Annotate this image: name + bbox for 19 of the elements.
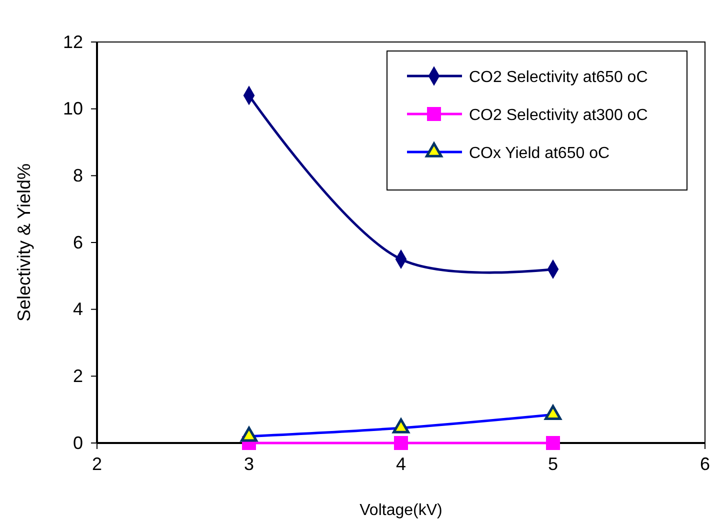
point — [546, 436, 560, 450]
x-tick-label: 3 — [244, 454, 254, 474]
legend-label: CO2 Selectivity at650 oC — [469, 69, 648, 86]
y-tick-label: 10 — [62, 98, 83, 119]
y-tick-label: 0 — [72, 432, 83, 453]
y-tick-label: 2 — [72, 366, 83, 386]
x-tick-label: 5 — [548, 454, 558, 474]
y-axis-title: Selectivity & Yield% — [14, 163, 34, 322]
y-tick-label: 8 — [72, 165, 83, 186]
x-axis-title: Voltage(kV) — [360, 502, 442, 519]
y-tick-label: 12 — [62, 32, 83, 52]
legend-label: COx Yield at650 oC — [469, 145, 610, 162]
x-tick-label: 6 — [700, 454, 710, 474]
point — [394, 436, 408, 450]
y-tick-label: 6 — [72, 232, 83, 252]
x-tick-label: 4 — [396, 454, 406, 474]
legend-label: CO2 Selectivity at300 oC — [469, 107, 648, 124]
x-tick-label: 2 — [92, 454, 102, 474]
y-tick-label: 4 — [72, 299, 83, 320]
